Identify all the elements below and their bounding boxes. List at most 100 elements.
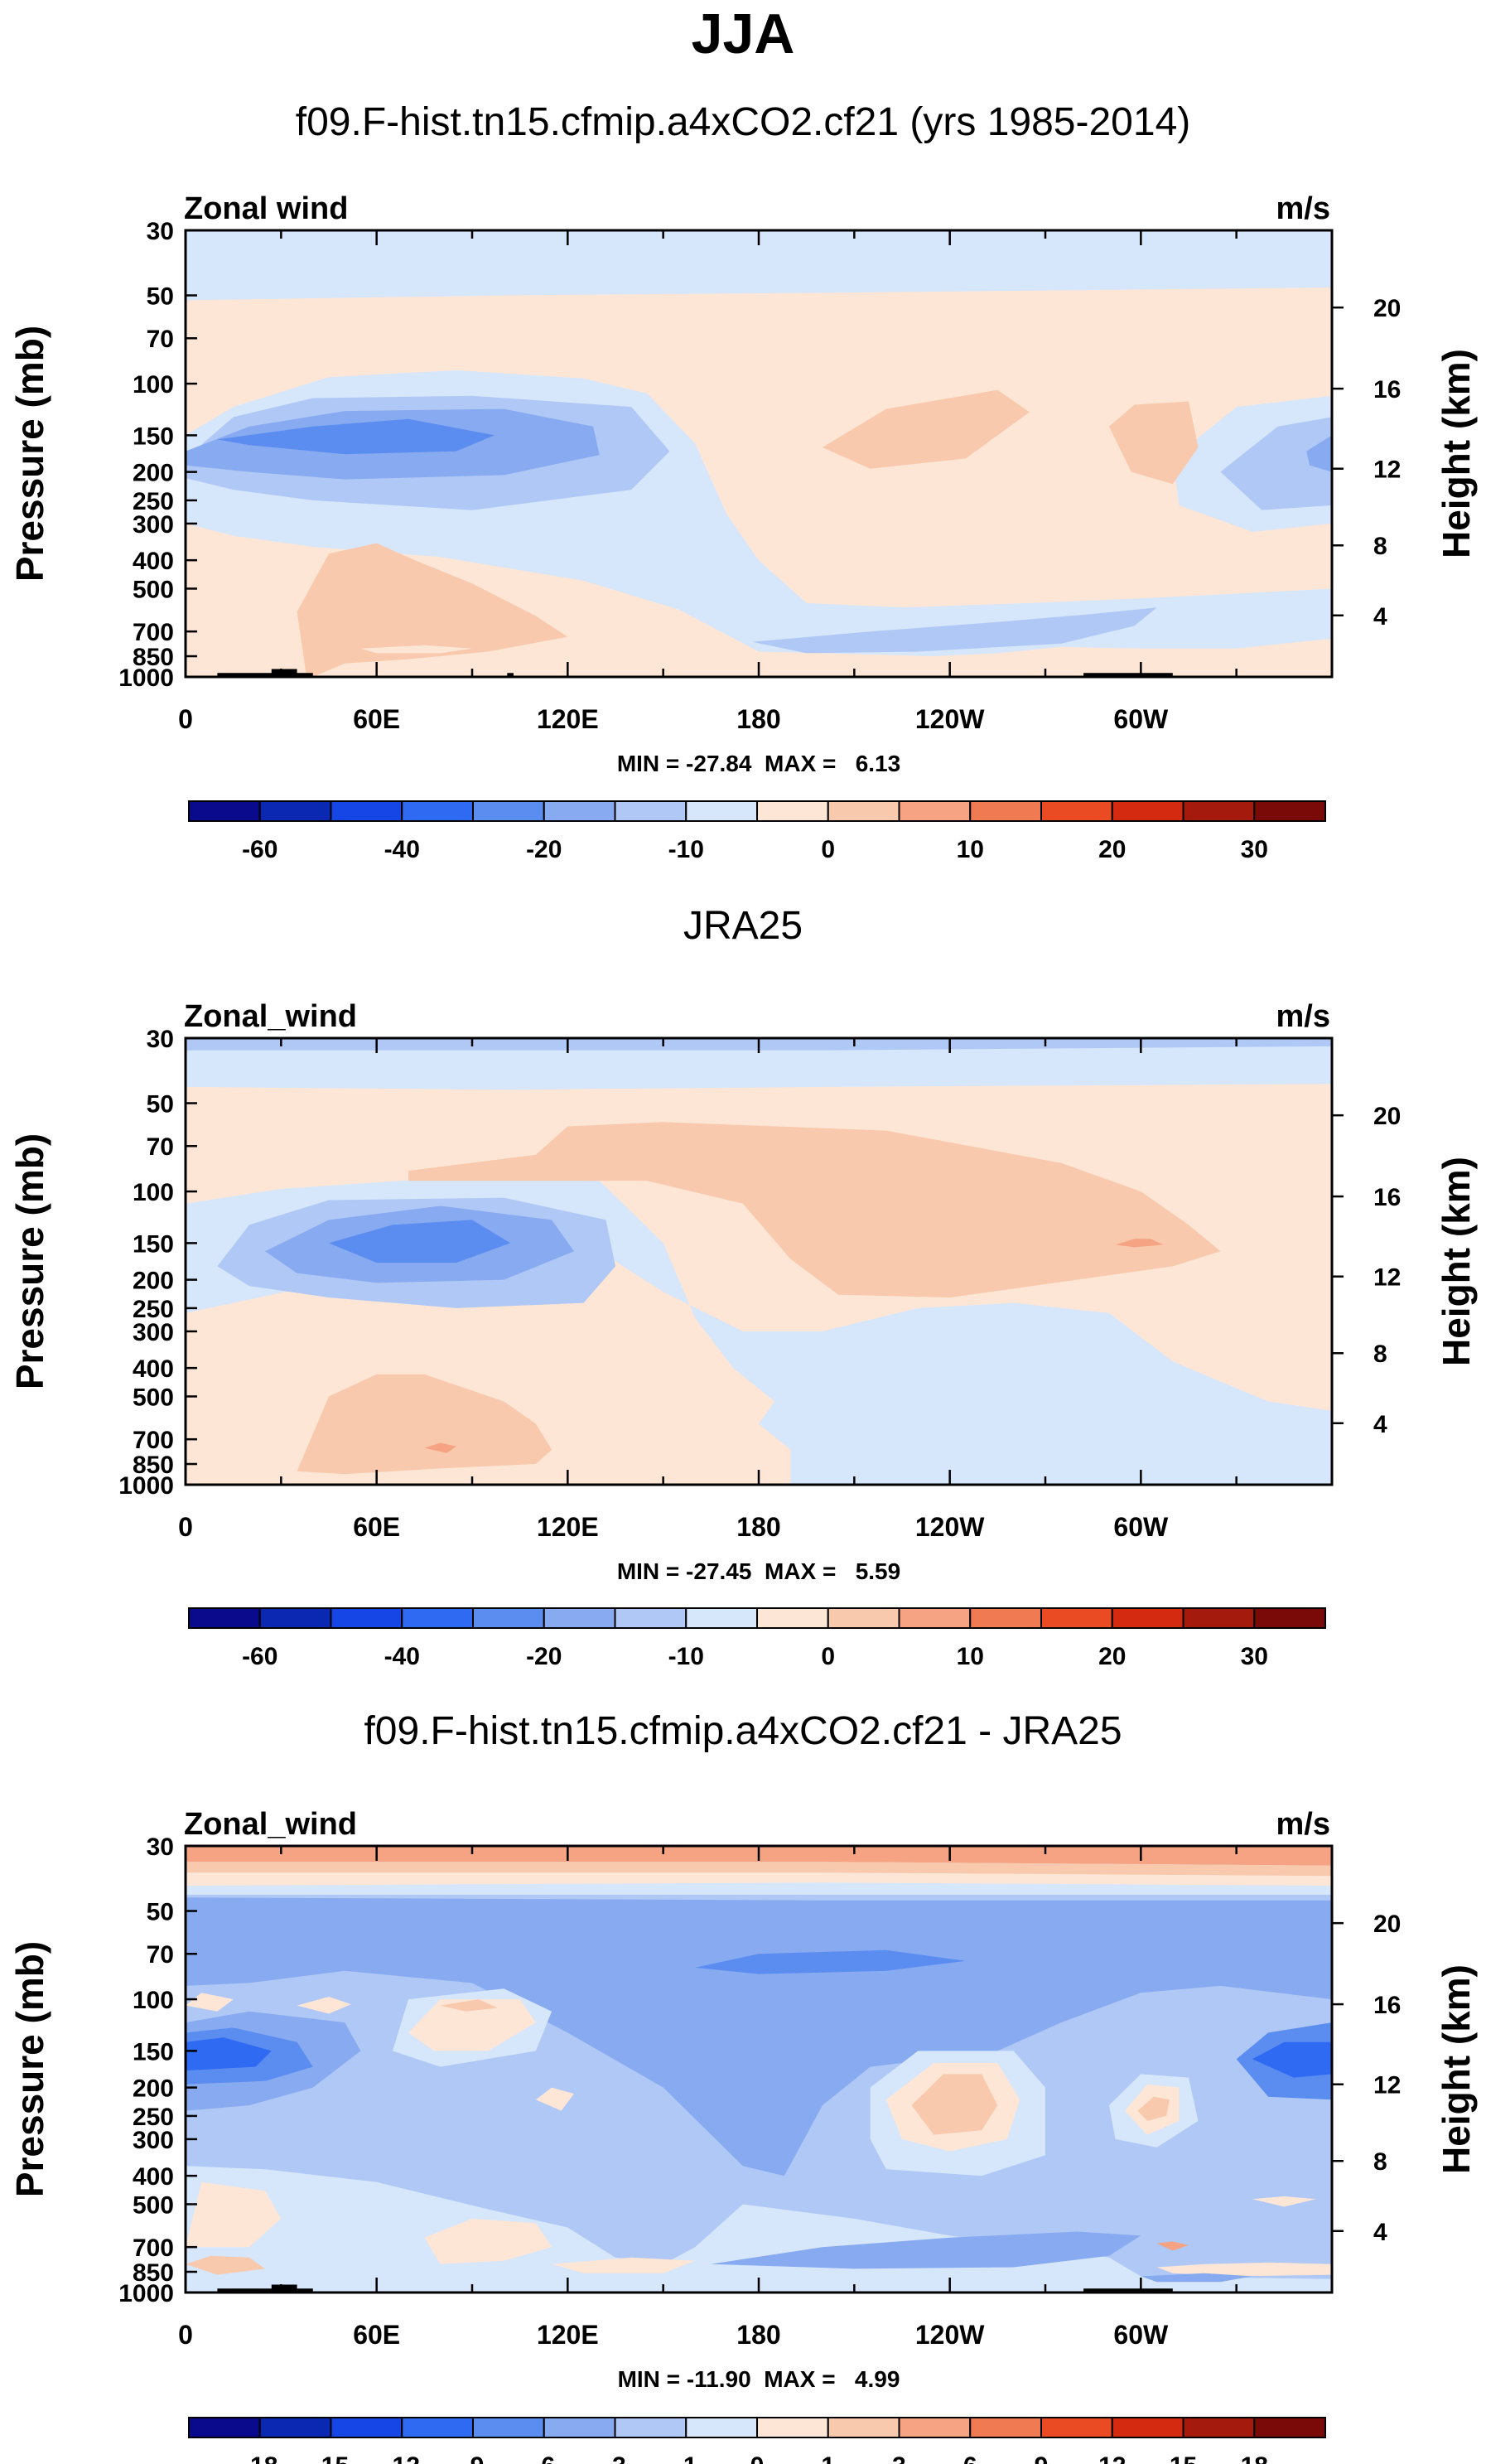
contour-region — [424, 1442, 456, 1453]
units-label: m/s — [1276, 191, 1330, 226]
y2-axis-title: Height (km) — [1435, 1964, 1478, 2174]
contour-region — [217, 418, 495, 455]
y2-tick-label: 20 — [1373, 1103, 1401, 1130]
colorbar-box — [401, 2417, 474, 2438]
colorbar-box — [188, 1607, 261, 1629]
colorbar-label: -10 — [668, 1643, 704, 1670]
contour-region — [752, 607, 1157, 654]
min-max-label: MIN = -27.45 MAX = 5.59 — [617, 1558, 900, 1584]
y-tick-label: 700 — [133, 619, 174, 646]
y-tick-label: 400 — [133, 548, 174, 575]
contour-region — [1156, 2241, 1189, 2251]
colorbar-box — [1182, 800, 1256, 822]
contour-region — [186, 1862, 1332, 1877]
colorbar-box — [685, 800, 758, 822]
min-max-label: MIN = -27.84 MAX = 6.13 — [617, 751, 900, 776]
colorbar-label: 6 — [963, 2452, 977, 2464]
y2-tick-label: 20 — [1373, 295, 1401, 322]
colorbar-label: 3 — [892, 2452, 906, 2464]
y-tick-label: 850 — [133, 2259, 174, 2287]
colorbar: -60 -40 -20 -10 0 10 20 30 — [188, 1607, 1326, 1670]
contour-region — [186, 1897, 1332, 2177]
colorbar-box — [1111, 1607, 1184, 1629]
colorbar-box — [330, 800, 403, 822]
colorbar-box — [1253, 2417, 1326, 2438]
units-label: m/s — [1276, 1807, 1330, 1842]
colorbar-box — [969, 2417, 1042, 2438]
colorbar-box — [756, 1607, 829, 1629]
x-tick-label: 60W — [1113, 704, 1169, 734]
y-tick-label: 30 — [147, 1026, 174, 1053]
colorbar-box — [543, 2417, 616, 2438]
y2-tick-label: 12 — [1373, 2072, 1401, 2099]
colorbar-label: 20 — [1098, 1643, 1126, 1670]
colorbar-label: -20 — [526, 836, 562, 863]
y2-tick-label: 12 — [1373, 457, 1401, 484]
y2-tick-label: 8 — [1373, 533, 1387, 560]
y2-tick-label: 20 — [1373, 1911, 1401, 1938]
variable-label: Zonal wind — [184, 191, 348, 226]
colorbar-box — [472, 800, 545, 822]
figure-title: JJA — [691, 2, 795, 65]
colorbar-label: -60 — [242, 1643, 277, 1670]
colorbar-box — [188, 2417, 261, 2438]
contour-region — [186, 2181, 282, 2248]
y-tick-label: 150 — [133, 423, 174, 450]
y2-tick-label: 16 — [1373, 376, 1401, 403]
contour-region — [408, 1122, 1221, 1298]
y-tick-label: 70 — [147, 326, 174, 353]
y-tick-label: 200 — [133, 2075, 174, 2103]
contour-region — [186, 1177, 1332, 1485]
colorbar-box — [330, 1607, 403, 1629]
contour-region — [1252, 2196, 1316, 2207]
contour-region — [186, 2037, 272, 2071]
y-tick-label: 300 — [133, 511, 174, 539]
contour-region — [186, 1993, 234, 2012]
x-tick-label: 60E — [353, 1512, 400, 1542]
x-tick-label: 0 — [178, 1512, 193, 1542]
panel-1: Zonal wind m/s0 60E 120E 180 120W 60W305070100… — [8, 191, 1478, 863]
colorbar-label: -6 — [533, 2452, 555, 2464]
colorbar: -18 -15 -12 -9 -6 -3 -1 0 1 3 6 9 12 15 18 — [188, 2417, 1326, 2464]
colorbar-label: -12 — [384, 2452, 420, 2464]
y-tick-label: 30 — [147, 218, 174, 245]
x-tick-label: 120W — [915, 704, 985, 734]
y-tick-label: 250 — [133, 488, 174, 515]
contour-region — [297, 543, 568, 677]
contour-region — [424, 2218, 552, 2264]
y-tick-label: 1000 — [118, 1472, 174, 1500]
contour-region — [535, 2087, 574, 2111]
panel-1-title: f09.F-hist.tn15.cfmip.a4xCO2.cf21 (yrs 1… — [295, 100, 1191, 144]
y2-tick-label: 16 — [1373, 1992, 1401, 2019]
colorbar-box — [1111, 2417, 1184, 2438]
colorbar-box — [1182, 2417, 1256, 2438]
colorbar-box — [401, 1607, 474, 1629]
y-tick-label: 500 — [133, 576, 174, 603]
colorbar-label: -3 — [604, 2452, 626, 2464]
panel-2: Zonal_wind m/s0 60E 120E 180 120W 60W305070100… — [8, 999, 1478, 1670]
contour-region — [440, 1999, 498, 2012]
contour-region — [711, 2231, 1141, 2269]
y2-tick-label: 8 — [1373, 1341, 1387, 1368]
x-tick-label: 0 — [178, 2320, 193, 2350]
y-tick-label: 70 — [147, 1941, 174, 1969]
colorbar-box — [685, 2417, 758, 2438]
y2-tick-label: 4 — [1373, 2219, 1387, 2246]
contour-region — [1220, 417, 1332, 510]
x-tick-label: 120W — [915, 1512, 985, 1542]
colorbar-label: -40 — [384, 836, 420, 863]
colorbar-box — [1040, 1607, 1113, 1629]
y-tick-label: 300 — [133, 2127, 174, 2154]
x-tick-label: 120E — [537, 1512, 599, 1542]
y-tick-label: 1000 — [118, 2280, 174, 2307]
contour-region — [186, 1872, 1332, 1886]
x-tick-label: 60W — [1113, 1512, 1169, 1542]
colorbar-label: -9 — [462, 2452, 485, 2464]
panel-2-title: JRA25 — [683, 904, 803, 948]
x-tick-label: 60E — [353, 2320, 400, 2350]
contour-region — [408, 1999, 536, 2051]
y-tick-label: 250 — [133, 1296, 174, 1323]
colorbar-label: 9 — [1035, 2452, 1049, 2464]
x-tick-label: 60E — [353, 704, 400, 734]
